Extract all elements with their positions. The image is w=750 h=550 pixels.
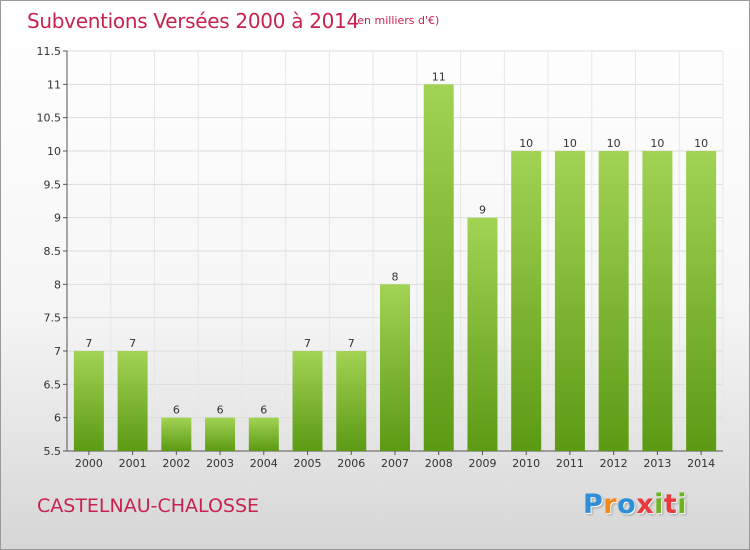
y-tick-label: 11.5 [37,45,62,58]
x-tick-label: 2004 [250,457,278,470]
x-tick-label: 2008 [425,457,453,470]
x-tick-label: 2012 [600,457,628,470]
data-label: 10 [650,137,664,150]
data-label: 6 [217,404,224,417]
y-tick-label: 8 [54,278,61,291]
x-tick-label: 2007 [381,457,409,470]
data-label: 7 [85,337,92,350]
bar [423,84,454,451]
data-label: 7 [129,337,136,350]
x-tick-label: 2002 [162,457,190,470]
y-tick-label: 10.5 [37,112,62,125]
x-tick-label: 2014 [687,457,715,470]
chart-title: Subventions Versées 2000 à 2014 [27,9,359,33]
bar [554,151,585,451]
bar [292,351,323,451]
data-label: 7 [304,337,311,350]
data-label: 10 [607,137,621,150]
x-tick-label: 2001 [119,457,147,470]
y-tick-label: 9.5 [44,178,62,191]
bar [161,417,192,451]
bar [598,151,629,451]
y-tick-label: 9 [54,212,61,225]
data-label: 9 [479,204,486,217]
y-tick-label: 5.5 [44,445,62,458]
logo-letter: t [663,489,678,520]
bar [380,284,410,451]
bar [205,417,236,451]
y-tick-label: 6.5 [44,378,62,391]
logo-letter: P [583,489,604,520]
y-tick-label: 7 [54,345,61,358]
y-tick-label: 11 [47,78,61,91]
bar [336,351,367,451]
chart-unit: (en milliers d'€) [353,14,440,27]
y-tick-label: 6 [54,412,61,425]
proxiti-logo: Proxiti [583,489,687,520]
y-tick-label: 7.5 [44,312,62,325]
logo-letter: r [603,489,618,520]
data-label: 7 [348,337,355,350]
x-tick-label: 2011 [556,457,584,470]
bar [248,417,279,451]
x-tick-label: 2010 [512,457,540,470]
data-label: 11 [432,70,446,83]
x-tick-label: 2000 [75,457,103,470]
bar [686,151,717,451]
y-tick-label: 8.5 [44,245,62,258]
logo-letter: i [677,489,688,520]
data-label: 8 [392,270,399,283]
bar [511,151,542,451]
x-tick-label: 2013 [643,457,671,470]
x-tick-label: 2009 [468,457,496,470]
data-label: 6 [173,404,180,417]
bar [642,151,673,451]
data-label: 10 [694,137,708,150]
data-label: 10 [563,137,577,150]
bar [467,217,498,451]
logo-letter: x [636,489,655,520]
x-tick-label: 2006 [337,457,365,470]
data-labels: 7 7 6 6 6 7 7 8 11 9 10 10 10 10 10 [85,70,708,416]
y-tick-labels: 5.5 6 6.5 7 7.5 8 8.5 9 9.5 10 10.5 11 11.5 [37,45,62,458]
logo-letter: i [654,489,664,520]
x-tick-labels: 2000 2001 2002 2003 2004 2005 2006 2007 2008 2009… [75,457,715,470]
logo-letter: o [617,489,637,520]
bar [117,351,148,451]
x-tick-label: 2003 [206,457,234,470]
data-label: 10 [519,137,533,150]
bar [73,351,104,451]
data-label: 6 [260,404,267,417]
y-tick-label: 10 [47,145,61,158]
commune-name: CASTELNAU-CHALOSSE [37,495,260,517]
bars [73,84,717,451]
x-tick-label: 2005 [294,457,322,470]
